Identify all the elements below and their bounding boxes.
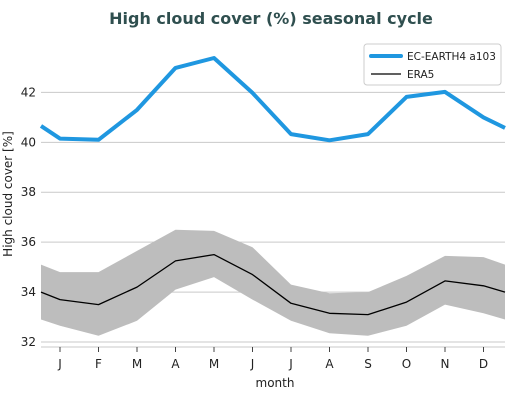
y-axis-ticks: 32 34 36 38 40 42: [21, 85, 36, 349]
x-tick-label: J: [250, 357, 255, 371]
x-tick-label: O: [402, 357, 411, 371]
y-tick-label: 36: [21, 235, 36, 249]
legend: EC-EARTH4 a103 ERA5: [363, 43, 502, 86]
series-lines: [39, 56, 506, 316]
ec-earth4-line: [39, 56, 506, 143]
y-tick-label: 42: [21, 85, 36, 99]
x-axis-label: month: [256, 376, 295, 390]
y-tick-label: 38: [21, 185, 36, 199]
x-tick-label: S: [364, 357, 372, 371]
legend-label-era5: ERA5: [407, 69, 434, 81]
x-tick-label: N: [441, 357, 450, 371]
x-tick-label: D: [479, 357, 488, 371]
x-tick-label: A: [325, 357, 334, 371]
x-tick-label: J: [288, 357, 293, 371]
chart-title: High cloud cover (%) seasonal cycle: [109, 9, 433, 28]
confidence-band: [41, 229, 505, 336]
era5-spread-band: [41, 229, 505, 336]
x-tick-label: M: [209, 357, 219, 371]
x-tick-label: J: [57, 357, 62, 371]
y-axis-label: High cloud cover [%]: [1, 131, 15, 257]
x-tick-label: F: [95, 357, 102, 371]
era5-line: [40, 253, 506, 316]
x-tick-label: M: [132, 357, 142, 371]
y-tick-label: 40: [21, 135, 36, 149]
legend-label-ec-earth4: EC-EARTH4 a103: [407, 51, 496, 63]
y-tick-label: 32: [21, 335, 36, 349]
y-tick-label: 34: [21, 285, 36, 299]
x-tick-label: A: [171, 357, 180, 371]
